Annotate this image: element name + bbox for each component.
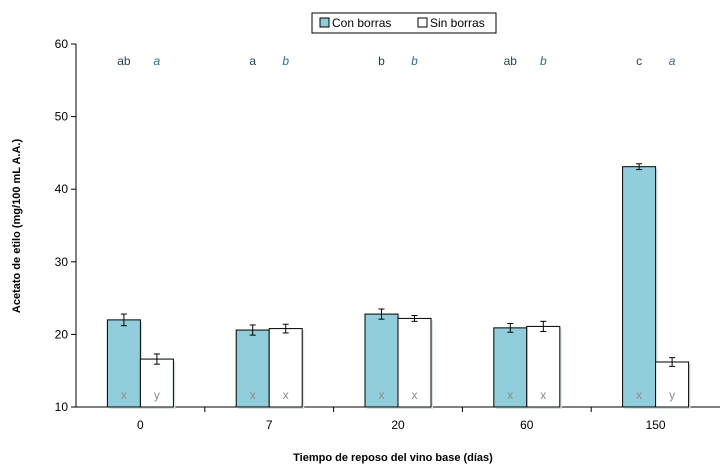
- bar-group-letter: x: [283, 388, 289, 402]
- bar-group-letter: y: [669, 388, 675, 402]
- x-tick-label: 20: [391, 418, 405, 432]
- bar-group-letter: x: [540, 388, 546, 402]
- legend-label-con-borras: Con borras: [332, 16, 391, 30]
- legend-label-sin-borras: Sin borras: [430, 16, 485, 30]
- bar-group-letter: x: [121, 388, 127, 402]
- x-tick-label: 7: [266, 418, 273, 432]
- legend-swatch-sin-borras: [417, 17, 428, 28]
- legend-box: [311, 12, 497, 34]
- significance-letter: b: [411, 54, 418, 68]
- bar-sin-borras: [139, 358, 174, 408]
- significance-letter: b: [282, 54, 289, 68]
- bar-group-letter: x: [250, 388, 256, 402]
- bar-con-borras: [364, 313, 399, 408]
- bar-group-letter: y: [154, 388, 160, 402]
- y-tick-label: 30: [55, 255, 69, 269]
- significance-letter: b: [540, 54, 547, 68]
- significance-letter: b: [378, 54, 385, 68]
- significance-labels: x ab y a x a x b x b x b x ab x b x c y a: [117, 54, 676, 402]
- bar-con-borras: [235, 329, 270, 408]
- x-axis-label: Tiempo de reposo del vino base (días): [293, 452, 493, 464]
- y-tick-label: 60: [55, 37, 69, 51]
- bar-sin-borras: [655, 361, 690, 408]
- significance-letter: a: [154, 54, 161, 68]
- bar-sin-borras: [526, 325, 561, 408]
- y-tick-label: 20: [55, 327, 69, 341]
- y-axis-label: Acetato de etilo (mg/100 mL A.A.): [11, 139, 23, 314]
- bar-sin-borras: [268, 328, 303, 408]
- legend-swatch-con-borras: [319, 17, 330, 28]
- x-tick-label: 0: [137, 418, 144, 432]
- x-tick-label: 150: [646, 418, 666, 432]
- bar-con-borras: [622, 166, 657, 408]
- y-tick-label: 10: [55, 400, 69, 414]
- bar-group-letter: x: [412, 388, 418, 402]
- bar-group-letter: x: [379, 388, 385, 402]
- bar-group-letter: x: [636, 388, 642, 402]
- y-tick-label: 40: [55, 182, 69, 196]
- bar-sin-borras: [397, 317, 432, 408]
- x-tick-label: 60: [520, 418, 534, 432]
- bar-con-borras: [493, 327, 528, 408]
- bars: [106, 163, 691, 409]
- significance-letter: a: [249, 54, 256, 68]
- legend: Con borras Sin borras: [311, 12, 497, 34]
- y-tick-label: 50: [55, 110, 69, 124]
- significance-letter: ab: [504, 54, 518, 68]
- significance-letter: ab: [117, 54, 131, 68]
- bar-group-letter: x: [507, 388, 513, 402]
- significance-letter: c: [636, 54, 642, 68]
- significance-letter: a: [669, 54, 676, 68]
- bar-con-borras: [106, 319, 141, 408]
